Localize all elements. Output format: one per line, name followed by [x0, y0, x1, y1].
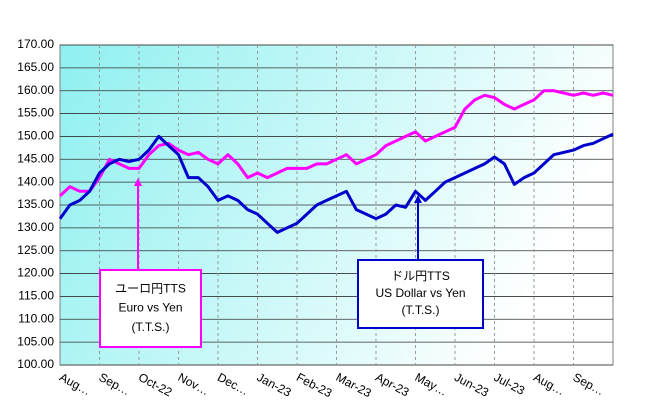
y-tick-label: 110.00	[18, 311, 54, 325]
y-tick-label: 140.00	[17, 174, 54, 188]
y-tick-label: 165.00	[17, 60, 54, 74]
x-tick-label: Jul-23	[492, 370, 528, 398]
annotation-text: US Dollar vs Yen	[375, 286, 465, 300]
annotation-text: Euro vs Yen	[118, 301, 182, 315]
x-tick-label: Jan-23	[255, 370, 294, 400]
series-line	[58, 132, 614, 234]
arrow-head	[134, 178, 142, 186]
y-tick-label: 150.00	[17, 129, 54, 143]
x-tick-label: Dec…	[215, 370, 251, 398]
x-tick-label: Feb-23	[294, 370, 334, 400]
y-tick-label: 105.00	[17, 334, 54, 348]
annotation-text: ユーロ円TTS	[115, 281, 186, 295]
x-tick-label: Mar-23	[334, 370, 374, 400]
y-tick-label: 115.00	[18, 289, 54, 303]
y-tick-label: 125.00	[17, 243, 54, 257]
x-tick-label: Oct-22	[136, 370, 175, 399]
y-tick-label: 145.00	[17, 151, 54, 165]
x-tick-label: Sep…	[97, 370, 133, 398]
y-tick-label: 170.00	[17, 37, 54, 51]
annotation-text: (T.T.S.)	[132, 320, 170, 334]
y-tick-label: 130.00	[17, 220, 54, 234]
y-tick-label: 155.00	[17, 106, 54, 120]
x-tick-label: Apr-23	[373, 370, 412, 399]
series-line	[58, 89, 614, 197]
arrow-head	[414, 195, 422, 203]
y-tick-label: 160.00	[17, 83, 54, 97]
x-tick-label: Sep…	[571, 370, 607, 398]
x-tick-label: May…	[413, 370, 450, 399]
y-tick-label: 120.00	[17, 266, 54, 280]
annotation-box	[357, 259, 484, 329]
y-tick-label: 100.00	[17, 357, 54, 371]
x-tick-label: Aug…	[57, 370, 93, 398]
annotation-text: ドル円TTS	[391, 269, 450, 283]
x-tick-label: Nov…	[176, 370, 212, 398]
x-tick-label: Jun-23	[452, 370, 491, 400]
x-tick-label: Aug…	[531, 370, 567, 398]
y-tick-label: 135.00	[17, 197, 54, 211]
annotation-text: (T.T.S.)	[402, 303, 440, 317]
annotation-box	[99, 269, 202, 348]
